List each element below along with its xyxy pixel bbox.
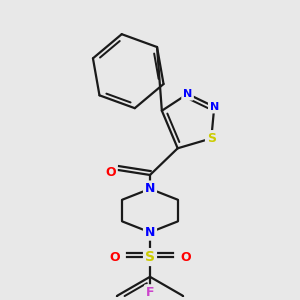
Text: S: S (145, 250, 155, 264)
Text: N: N (145, 226, 155, 239)
Text: S: S (207, 132, 216, 145)
Text: N: N (210, 102, 219, 112)
Text: O: O (180, 250, 191, 263)
Text: O: O (105, 166, 116, 178)
Text: F: F (146, 286, 154, 299)
Text: N: N (183, 89, 192, 99)
Text: N: N (145, 182, 155, 195)
Text: O: O (109, 250, 120, 263)
